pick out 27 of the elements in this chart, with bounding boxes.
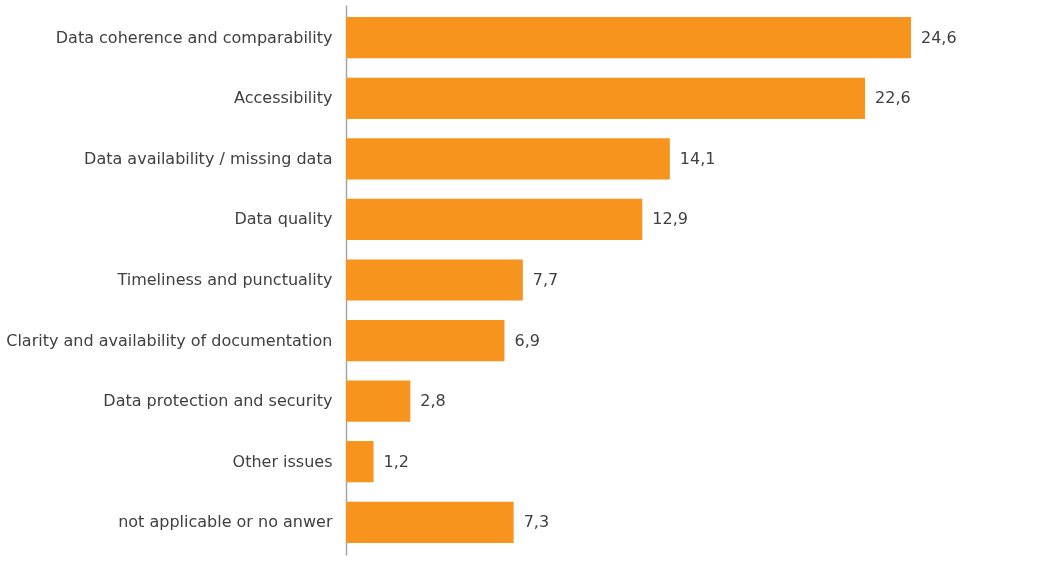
bar — [346, 501, 514, 543]
bar — [346, 259, 523, 301]
data-label: 22,6 — [875, 88, 911, 108]
bar — [346, 441, 374, 483]
y-tick-label: Data protection and security — [103, 391, 333, 411]
data-label: 7,3 — [523, 512, 550, 532]
bar — [346, 198, 643, 241]
data-label: 7,7 — [532, 270, 559, 289]
data-label: 6,9 — [514, 330, 540, 350]
y-tick-label: Other issues — [232, 451, 333, 471]
bar — [346, 138, 670, 180]
bar — [346, 77, 866, 119]
y-tick-label: Timeliness and punctuality — [116, 270, 333, 289]
bar — [346, 319, 505, 362]
data-label: 12,9 — [652, 209, 688, 229]
bar — [346, 17, 911, 59]
y-tick-label: Data coherence and comparability — [55, 27, 333, 47]
y-tick-label: Data quality — [234, 209, 333, 229]
data-label: 14,1 — [679, 148, 716, 168]
y-tick-label: Clarity and availability of documentation — [6, 330, 333, 350]
data-label: 24,6 — [921, 27, 957, 47]
y-tick-label: Data availability / missing data — [84, 148, 333, 168]
bar — [346, 380, 411, 422]
data-label: 2,8 — [420, 391, 446, 411]
y-tick-label: not applicable or no anwer — [118, 512, 333, 532]
data-label: 1,2 — [383, 451, 410, 471]
y-tick-label: Accessibility — [234, 88, 333, 108]
